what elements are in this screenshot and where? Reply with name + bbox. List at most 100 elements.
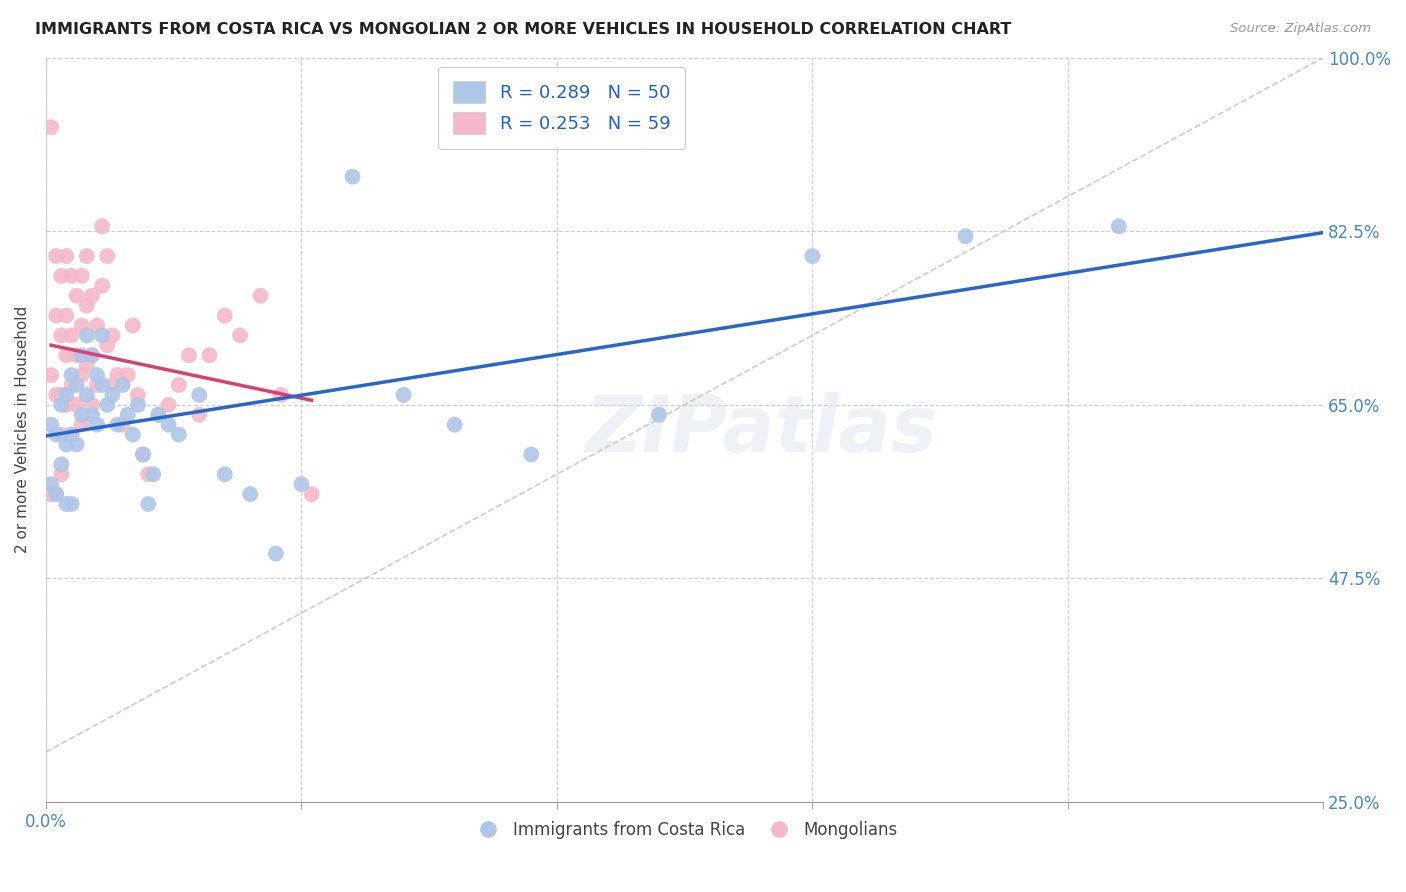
Point [70,368,93,382]
Point [136,497,159,511]
Point [111,378,134,392]
Point [96,338,118,352]
Point [132,447,155,461]
Point [392,388,415,402]
Point [65,378,87,392]
Point [157,417,180,432]
Point [91,378,114,392]
Point [51,458,73,472]
Point [188,388,211,402]
Point [76,299,98,313]
Point [91,328,114,343]
Point [60,497,83,511]
Point [188,408,211,422]
Point [91,278,114,293]
Point [65,437,87,451]
Point [70,348,93,362]
Point [80,348,103,362]
Point [60,368,83,382]
Point [167,427,190,442]
Point [45,249,67,263]
Point [45,487,67,501]
Point [91,219,114,234]
Point [96,398,118,412]
Point [39,487,62,501]
Point [80,408,103,422]
Point [270,388,292,402]
Text: IMMIGRANTS FROM COSTA RICA VS MONGOLIAN 2 OR MORE VEHICLES IN HOUSEHOLD CORRELAT: IMMIGRANTS FROM COSTA RICA VS MONGOLIAN … [35,22,1011,37]
Point [76,328,98,343]
Point [107,368,129,382]
Point [76,358,98,372]
Point [60,328,83,343]
Point [301,487,323,501]
Point [157,398,180,412]
Point [55,398,77,412]
Point [60,378,83,392]
Point [132,447,155,461]
Point [198,348,221,362]
Point [801,249,824,263]
Text: ZIPatlas: ZIPatlas [585,392,938,467]
Point [648,408,671,422]
Point [60,268,83,283]
Point [55,388,77,402]
Point [127,398,149,412]
Point [101,328,124,343]
Point [443,417,465,432]
Point [80,398,103,412]
Point [60,427,83,442]
Point [107,417,129,432]
Point [51,467,73,482]
Point [86,417,108,432]
Point [955,229,977,244]
Point [214,309,236,323]
Point [76,249,98,263]
Point [55,348,77,362]
Point [1108,219,1130,234]
Point [121,318,143,333]
Point [86,368,108,382]
Point [39,417,62,432]
Point [117,408,139,422]
Point [39,477,62,491]
Point [45,427,67,442]
Point [96,249,118,263]
Point [101,388,124,402]
Point [342,169,364,184]
Text: Source: ZipAtlas.com: Source: ZipAtlas.com [1230,22,1371,36]
Point [70,417,93,432]
Point [45,388,67,402]
Point [148,408,170,422]
Point [76,388,98,402]
Point [55,249,77,263]
Point [101,378,124,392]
Point [121,427,143,442]
Point [80,289,103,303]
Point [65,398,87,412]
Point [520,447,543,461]
Point [214,467,236,482]
Point [86,378,108,392]
Point [39,368,62,382]
Point [51,398,73,412]
Point [51,427,73,442]
Point [55,437,77,451]
Point [86,318,108,333]
Point [264,547,287,561]
Point [65,348,87,362]
Point [39,120,62,135]
Point [70,408,93,422]
Point [70,268,93,283]
Point [55,497,77,511]
Point [127,388,149,402]
Point [51,328,73,343]
Point [65,289,87,303]
Point [167,378,190,392]
Legend: Immigrants from Costa Rica, Mongolians: Immigrants from Costa Rica, Mongolians [464,814,904,846]
Point [136,467,159,482]
Point [70,318,93,333]
Point [239,487,262,501]
Point [177,348,200,362]
Point [290,477,312,491]
